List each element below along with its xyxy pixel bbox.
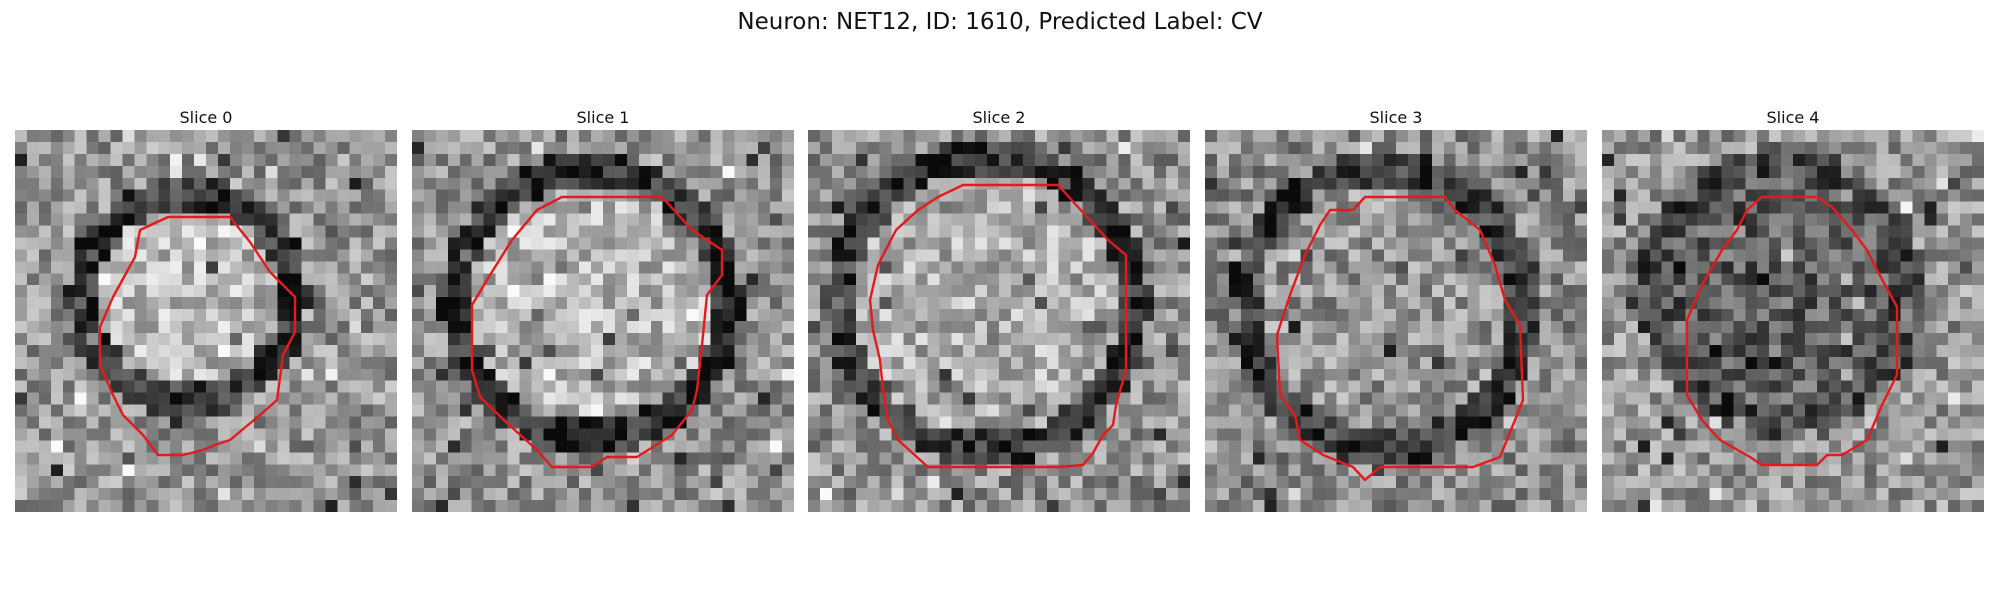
slice-title-0: Slice 0 — [179, 108, 233, 127]
slice-title-4: Slice 4 — [1766, 108, 1820, 127]
slice-contour-4 — [1685, 195, 1899, 467]
slice-panel-1: Slice 1 — [412, 108, 794, 512]
slice-title-2: Slice 2 — [972, 108, 1026, 127]
slice-contour-0 — [98, 215, 297, 457]
slice-contour-3 — [1275, 195, 1525, 482]
slice-panel-0: Slice 0 — [15, 108, 397, 512]
slice-panel-4: Slice 4 — [1602, 108, 1984, 512]
slice-panel-3: Slice 3 — [1205, 108, 1587, 512]
slice-image-4 — [1602, 130, 1984, 512]
slice-panel-2: Slice 2 — [808, 108, 1190, 512]
slice-title-3: Slice 3 — [1369, 108, 1423, 127]
slice-title-1: Slice 1 — [576, 108, 630, 127]
slice-contour-2 — [868, 183, 1128, 469]
slice-contour-1 — [470, 195, 724, 469]
slice-image-3 — [1205, 130, 1587, 512]
slice-image-1 — [412, 130, 794, 512]
figure-title: Neuron: NET12, ID: 1610, Predicted Label… — [737, 9, 1263, 35]
